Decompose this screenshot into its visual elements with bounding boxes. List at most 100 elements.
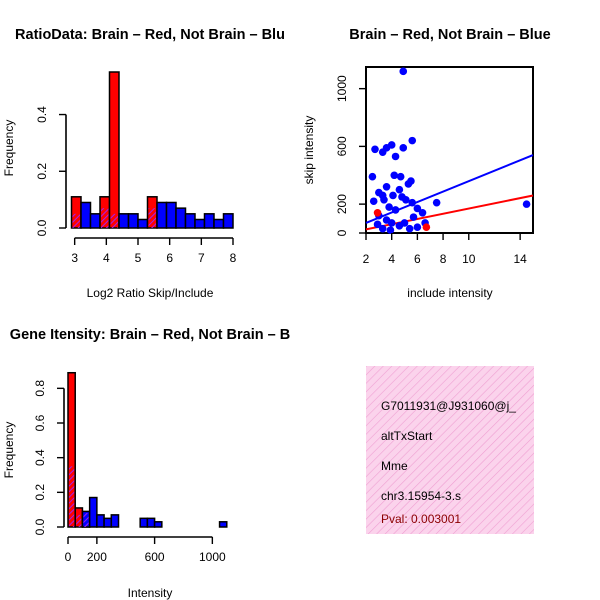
y-tick-label: 200 bbox=[335, 194, 349, 214]
x-tick-label: 6 bbox=[414, 252, 421, 266]
not-brain-point bbox=[408, 198, 417, 207]
ratio-histogram-xlabel: Log2 Ratio Skip/Include bbox=[87, 286, 214, 300]
intensity-histogram-bars bbox=[67, 371, 228, 528]
y-tick-label: 0.4 bbox=[33, 449, 47, 466]
not-brain-point bbox=[368, 172, 377, 181]
not-brain-bar bbox=[110, 514, 120, 528]
not-brain-point bbox=[407, 177, 415, 185]
x-tick-label: 2 bbox=[363, 252, 370, 266]
y-tick-label: 0.2 bbox=[35, 163, 49, 180]
not-brain-bar bbox=[146, 517, 156, 528]
info-panel-clip: G7011931@J931060@j_ altTxStart Mme chr3.… bbox=[366, 366, 534, 534]
info-location: chr3.15954-3.s bbox=[381, 489, 461, 503]
ratio-histogram-title: RatioData: Brain – Red, Not Brain – Blu bbox=[15, 27, 285, 43]
y-tick-label: 0.2 bbox=[33, 484, 47, 501]
not-brain-point bbox=[402, 196, 410, 204]
x-tick-label: 3 bbox=[71, 251, 78, 265]
not-brain-point bbox=[418, 208, 427, 217]
not-brain-bar bbox=[137, 218, 149, 229]
not-brain-point bbox=[380, 196, 388, 204]
intensity-histogram-xlabel: Intensity bbox=[128, 586, 173, 600]
overlap-bar bbox=[148, 208, 156, 228]
y-tick-label: 1000 bbox=[335, 75, 349, 102]
overlap-bar bbox=[69, 466, 75, 527]
y-tick-label: 0.4 bbox=[35, 106, 49, 123]
not-brain-bar bbox=[96, 514, 105, 528]
not-brain-point bbox=[409, 213, 418, 221]
not-brain-bar bbox=[80, 201, 92, 229]
ratio-histogram-panel: RatioData: Brain – Red, Not Brain – Blu … bbox=[2, 27, 285, 300]
y-tick-label: 0.6 bbox=[33, 414, 47, 431]
y-tick-label: 0.0 bbox=[33, 518, 47, 535]
not-brain-point bbox=[400, 219, 409, 227]
y-tick-label: 0.8 bbox=[33, 380, 47, 397]
not-brain-point bbox=[413, 204, 422, 213]
not-brain-bar bbox=[184, 213, 196, 229]
ratio-histogram-bars bbox=[70, 71, 234, 229]
not-brain-point bbox=[387, 141, 396, 149]
not-brain-bar bbox=[103, 517, 113, 528]
not-brain-bar bbox=[153, 521, 163, 528]
x-tick-label: 14 bbox=[513, 252, 527, 266]
intensity-histogram-ylabel: Frequency bbox=[2, 422, 16, 479]
not-brain-point bbox=[413, 223, 422, 232]
not-brain-point bbox=[386, 226, 395, 234]
brain-point bbox=[422, 223, 431, 232]
not-brain-point bbox=[522, 200, 531, 208]
not-brain-point bbox=[387, 219, 396, 227]
not-brain-bar bbox=[194, 218, 206, 229]
not-brain-bar bbox=[203, 213, 215, 229]
ratio-histogram-axes: 0.0 0.2 0.4 3 4 5 6 7 8 bbox=[35, 106, 237, 265]
x-tick-label: 8 bbox=[230, 251, 237, 265]
intensity-scatter-panel: Brain – Red, Not Brain – Blue 2 4 6 8 10 1402… bbox=[302, 27, 551, 300]
x-tick-label: 0 bbox=[65, 550, 72, 564]
x-tick-label: 5 bbox=[135, 251, 142, 265]
x-tick-label: 7 bbox=[198, 251, 205, 265]
intensity-histogram-panel: Gene Itensity: Brain – Red, Not Brain – … bbox=[2, 327, 290, 600]
not-brain-point bbox=[382, 183, 391, 191]
not-brain-point bbox=[391, 206, 400, 214]
x-tick-label: 1000 bbox=[199, 550, 226, 564]
not-brain-bar bbox=[139, 517, 149, 528]
overlap-bar bbox=[83, 513, 89, 527]
x-tick-label: 10 bbox=[462, 252, 476, 266]
info-pval: Pval: 0.003001 bbox=[381, 512, 461, 526]
not-brain-bar bbox=[127, 213, 139, 229]
info-gene-id: G7011931@J931060@j_ bbox=[381, 399, 516, 413]
x-tick-label: 4 bbox=[388, 252, 395, 266]
info-tissue: Mme bbox=[381, 459, 408, 473]
not-brain-point bbox=[389, 191, 397, 200]
not-brain-bar bbox=[213, 218, 225, 229]
intensity-histogram-title: Gene Itensity: Brain – Red, Not Brain – … bbox=[10, 327, 290, 343]
scatter-axes: 2 4 6 8 10 14 0 200 600 1000 bbox=[335, 75, 527, 266]
scatter-points bbox=[368, 67, 531, 234]
not-brain-bar bbox=[222, 213, 234, 229]
not-brain-point bbox=[396, 172, 405, 181]
not-brain-point bbox=[378, 224, 387, 233]
not-brain-point bbox=[399, 144, 408, 152]
scatter-xlabel: include intensity bbox=[407, 286, 492, 300]
not-brain-bar bbox=[175, 207, 187, 229]
not-brain-point bbox=[371, 145, 379, 154]
ratio-histogram-ylabel: Frequency bbox=[2, 120, 16, 177]
brain-point bbox=[373, 208, 382, 217]
not-brain-point bbox=[408, 136, 417, 145]
overlap-bar bbox=[72, 213, 80, 228]
y-tick-label: 600 bbox=[335, 136, 349, 156]
x-tick-label: 4 bbox=[103, 251, 110, 265]
scatter-title: Brain – Red, Not Brain – Blue bbox=[349, 27, 550, 43]
info-panel: G7011931@J931060@j_ altTxStart Mme chr3.… bbox=[366, 366, 534, 534]
not-brain-bar bbox=[118, 213, 130, 229]
not-brain-point bbox=[369, 197, 378, 206]
not-brain-point bbox=[391, 152, 400, 161]
scatter-ylabel: skip intensity bbox=[302, 116, 316, 185]
brain-bar bbox=[108, 71, 120, 229]
not-brain-point bbox=[373, 220, 382, 229]
not-brain-point bbox=[399, 67, 408, 76]
overlap-bar bbox=[76, 514, 82, 527]
x-tick-label: 6 bbox=[166, 251, 173, 265]
overlap-bar bbox=[101, 208, 109, 228]
intensity-histogram-axes: 0.0 0.2 0.4 0.6 0.8 0 200 600 1000 bbox=[33, 380, 226, 564]
y-tick-label: 0 bbox=[335, 229, 349, 236]
not-brain-point bbox=[390, 171, 399, 180]
